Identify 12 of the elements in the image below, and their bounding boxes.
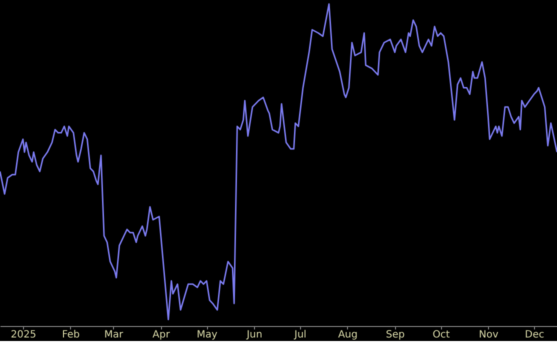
x-tick-label: Mar: [104, 330, 124, 340]
x-tick-label: Apr: [152, 330, 171, 340]
x-tick-label: Dec: [524, 330, 544, 340]
x-tick-label: Oct: [432, 330, 450, 340]
x-tick-label: 2025: [10, 330, 36, 340]
x-tick-label: Aug: [338, 330, 358, 340]
x-tick-label: Jun: [246, 330, 262, 340]
x-tick-label: Nov: [478, 330, 498, 340]
x-tick-label: May: [196, 330, 218, 340]
x-tick-label: Feb: [62, 330, 80, 340]
x-tick-label: Sep: [386, 330, 405, 340]
x-tick-label: Jul: [293, 330, 306, 340]
